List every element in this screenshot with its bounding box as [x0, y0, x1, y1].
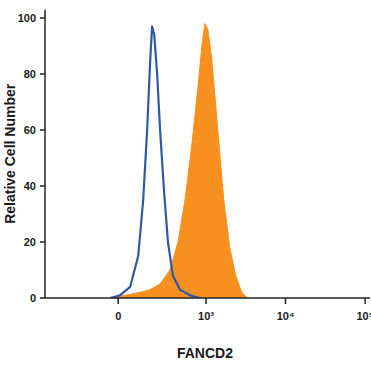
- y-tick-label: 60: [24, 124, 36, 136]
- plot-marks: [110, 24, 247, 298]
- y-tick-label: 0: [30, 292, 36, 304]
- y-tick: [40, 297, 45, 299]
- line: [110, 26, 200, 298]
- area: [110, 24, 247, 298]
- y-axis-line: [44, 10, 46, 298]
- x-tick: [285, 298, 287, 304]
- y-tick: [40, 17, 45, 19]
- y-tick: [40, 129, 45, 131]
- x-axis-title: FANCD2: [177, 345, 233, 361]
- y-tick: [40, 241, 45, 243]
- y-tick-label: 40: [24, 180, 36, 192]
- y-tick-label: 80: [24, 68, 36, 80]
- y-tick-label: 20: [24, 236, 36, 248]
- y-axis-title: Relative Cell Number: [2, 83, 18, 224]
- y-tick-label: 100: [18, 12, 36, 24]
- chart: 0 20 40 60 80 100 0 10³ 10⁴ 10⁵ FANCD2 Relative Cel…: [0, 0, 371, 372]
- y-tick: [40, 185, 45, 187]
- x-tick: [205, 298, 207, 304]
- y-tick: [40, 73, 45, 75]
- x-tick-label: 10³: [198, 310, 214, 322]
- x-axis-line: [45, 297, 370, 299]
- x-tick: [117, 298, 119, 304]
- x-tick-label: 0: [115, 310, 121, 322]
- x-tick-label: 10⁴: [277, 310, 295, 322]
- x-tick-label: 10⁵: [356, 310, 371, 322]
- x-tick: [364, 298, 366, 304]
